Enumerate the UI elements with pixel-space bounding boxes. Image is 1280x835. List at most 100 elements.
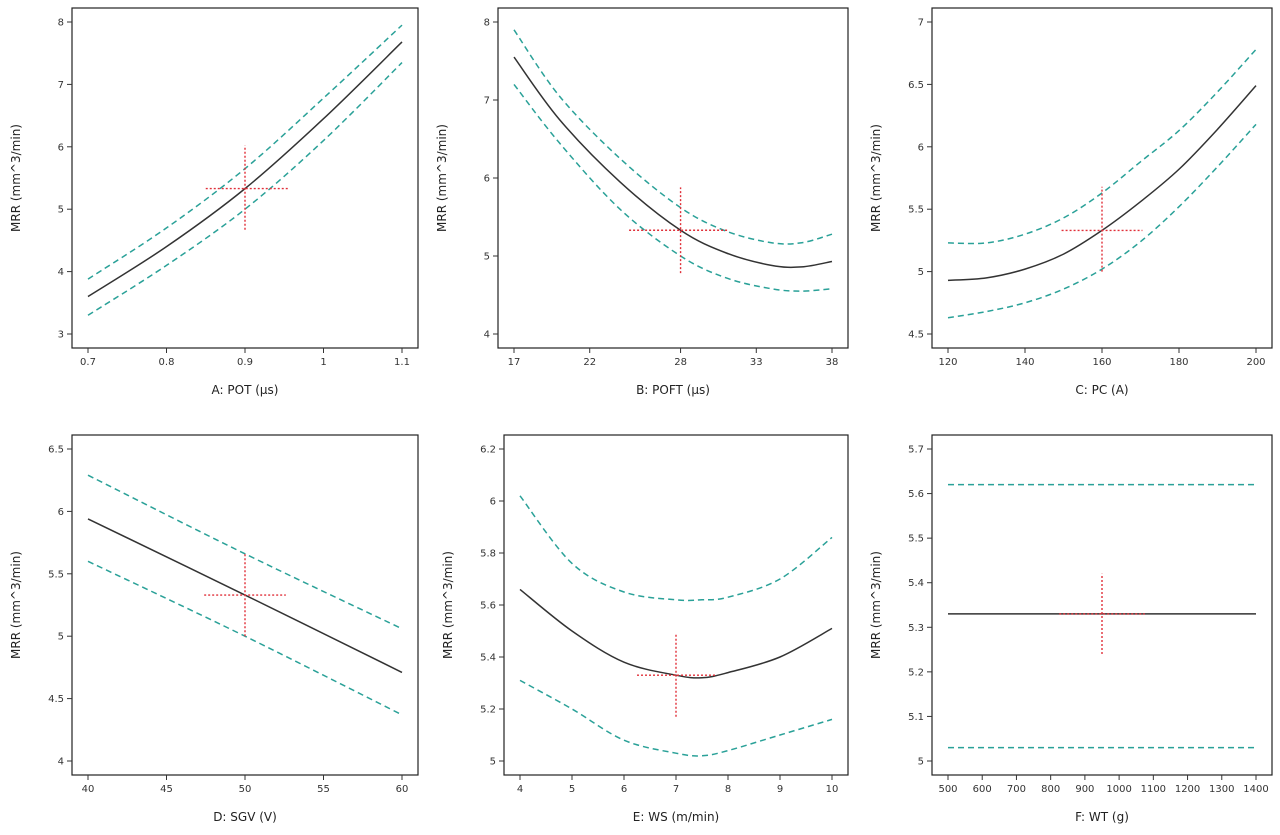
y-tick-label: 4.5: [908, 330, 924, 341]
plot-frame: [71, 7, 419, 349]
x-tick-label: 9: [777, 784, 783, 795]
x-tick-label: 60: [396, 784, 409, 795]
y-tick-label: 5.3: [908, 623, 924, 634]
x-axis-label: D: SGV (V): [213, 810, 277, 824]
y-axis-label: MRR (mm^3/min): [9, 551, 23, 659]
ci-lower-line: [87, 62, 403, 316]
y-axis-label: MRR (mm^3/min): [869, 551, 883, 659]
y-tick-label: 7: [918, 18, 924, 29]
chart-panel-2: 4 5 6 7 8 17 22 28 33 38 B: POFT (µs) MRR (mm^3/min…: [435, 7, 849, 397]
plot-frame: [931, 7, 1273, 349]
x-tick-label: 500: [938, 784, 957, 795]
y-tick-label: 7: [484, 96, 490, 107]
y-tick-label: 6.2: [480, 445, 496, 456]
x-tick-label: 0.9: [237, 357, 253, 368]
y-tick-label: 7: [58, 80, 64, 91]
y-tick-label: 6.5: [908, 80, 924, 91]
x-tick-label: 4: [517, 784, 523, 795]
ci-lower-line: [947, 123, 1257, 319]
x-tick-label: 800: [1041, 784, 1060, 795]
y-tick-label: 8: [58, 18, 64, 29]
x-axis-label: A: POT (µs): [212, 383, 279, 397]
x-tick-label: 10: [826, 784, 839, 795]
x-tick-label: 1200: [1175, 784, 1200, 795]
plot-frame: [503, 434, 849, 776]
y-tick-label: 6: [490, 497, 496, 508]
x-tick-label: 0.8: [159, 357, 175, 368]
ci-lower-line: [513, 83, 833, 292]
x-tick-label: 700: [1007, 784, 1026, 795]
x-tick-label: 200: [1246, 357, 1265, 368]
y-tick-label: 5: [918, 267, 924, 278]
y-tick-label: 4.5: [48, 694, 64, 705]
x-tick-label: 0.7: [80, 357, 96, 368]
y-tick-label: 8: [484, 18, 490, 29]
chart-panel-4: 4 4.5 5 5.5 6 6.5 40 45 50 55 60 D: SGV (V) MRR (mm^…: [9, 434, 419, 824]
x-tick-label: 28: [674, 357, 687, 368]
x-tick-label: 140: [1015, 357, 1034, 368]
y-tick-label: 5.1: [908, 712, 924, 723]
y-tick-label: 5.5: [908, 205, 924, 216]
ci-upper-line: [87, 474, 403, 630]
mean-prediction-line: [519, 588, 833, 679]
x-tick-label: 900: [1075, 784, 1094, 795]
y-tick-label: 4: [58, 267, 64, 278]
y-tick-label: 6.5: [48, 445, 64, 456]
y-tick-label: 5.4: [908, 578, 924, 589]
x-tick-label: 22: [583, 357, 596, 368]
y-tick-label: 5: [484, 252, 490, 263]
x-tick-label: 40: [82, 784, 95, 795]
chart-panel-3: 4.5 5 5.5 6 6.5 7 120 140 160 180 200 C: PC (A) MRR …: [869, 7, 1273, 397]
x-tick-label: 55: [317, 784, 330, 795]
y-tick-label: 6: [484, 174, 490, 185]
y-tick-label: 5.6: [908, 489, 924, 500]
ci-upper-line: [513, 29, 833, 245]
x-tick-label: 160: [1092, 357, 1111, 368]
x-tick-label: 180: [1169, 357, 1188, 368]
plot-frame: [71, 434, 419, 776]
y-tick-label: 5.8: [480, 549, 496, 560]
x-tick-label: 1000: [1106, 784, 1131, 795]
x-tick-label: 7: [673, 784, 679, 795]
mean-prediction-line: [513, 56, 833, 269]
ci-upper-line: [947, 48, 1257, 245]
y-axis-label: MRR (mm^3/min): [869, 124, 883, 232]
y-tick-label: 6: [918, 142, 924, 153]
y-tick-label: 4: [58, 757, 64, 768]
x-tick-label: 600: [973, 784, 992, 795]
x-tick-label: 1300: [1209, 784, 1234, 795]
x-tick-label: 1100: [1141, 784, 1166, 795]
plot-frame: [497, 7, 849, 349]
x-axis-label: C: PC (A): [1075, 383, 1128, 397]
y-tick-label: 3: [58, 330, 64, 341]
y-tick-label: 5: [490, 757, 496, 768]
y-tick-label: 5: [918, 757, 924, 768]
y-tick-label: 4: [484, 330, 490, 341]
x-tick-label: 120: [938, 357, 957, 368]
y-tick-label: 5.2: [908, 667, 924, 678]
x-tick-label: 38: [826, 357, 839, 368]
ci-lower-line: [519, 679, 833, 757]
chart-panel-6: 5 5.1 5.2 5.3 5.4 5.5 5.6 5.7 500 600 700 800 900 100…: [869, 434, 1273, 824]
y-axis-label: MRR (mm^3/min): [435, 124, 449, 232]
ci-upper-line: [519, 495, 833, 602]
x-tick-label: 1.1: [394, 357, 410, 368]
x-tick-label: 50: [239, 784, 252, 795]
y-tick-label: 5: [58, 632, 64, 643]
chart-panel-5: 5 5.2 5.4 5.6 5.8 6 6.2 4 5 6 7 8 9 10 E: WS (m/min) MR…: [441, 434, 849, 824]
x-axis-label: F: WT (g): [1075, 810, 1129, 824]
x-tick-label: 1400: [1243, 784, 1268, 795]
x-tick-label: 8: [725, 784, 731, 795]
y-tick-label: 5.2: [480, 705, 496, 716]
y-axis-label: MRR (mm^3/min): [441, 551, 455, 659]
y-tick-label: 5: [58, 205, 64, 216]
x-axis-label: B: POFT (µs): [636, 383, 710, 397]
y-tick-label: 5.4: [480, 653, 496, 664]
y-tick-label: 5.5: [48, 569, 64, 580]
x-axis-label: E: WS (m/min): [633, 810, 719, 824]
y-tick-label: 5.5: [908, 534, 924, 545]
y-tick-label: 5.6: [480, 601, 496, 612]
y-axis-label: MRR (mm^3/min): [9, 124, 23, 232]
x-tick-label: 5: [569, 784, 575, 795]
